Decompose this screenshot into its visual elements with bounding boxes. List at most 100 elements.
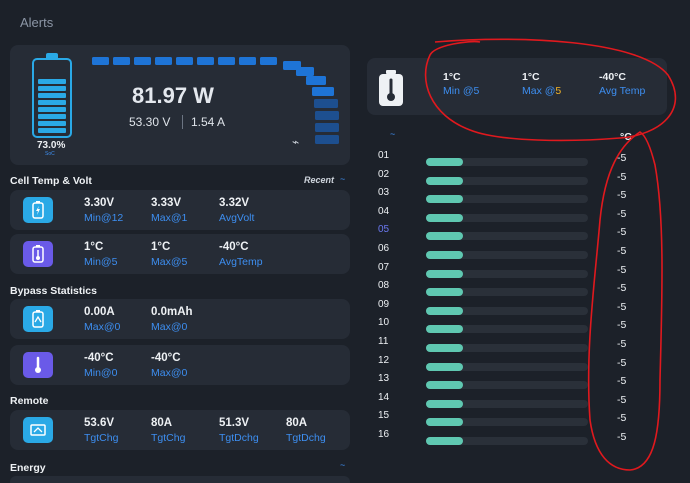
cell-bar-track: [426, 344, 588, 352]
cell-temp: -5: [617, 207, 627, 220]
cell-bar-track: [426, 306, 588, 315]
cell-temp-volt-heading: Cell Temp & Volt: [10, 175, 92, 187]
cell-temp: -5: [617, 356, 627, 369]
power-card: 73.0% SoC 81.97 W 53.30 V 1.54 A ⌁: [10, 45, 350, 165]
battery-icon: [32, 53, 72, 139]
plug-icon: ⌁: [292, 135, 300, 149]
cell-temp-row: 1°C Min@5 1°C Max@5 -40°C AvgTemp: [10, 234, 350, 274]
cell-bar-track: [426, 399, 588, 408]
battery-level-bar: [38, 114, 66, 119]
cell-temp: -5: [617, 170, 627, 183]
gauge-segment: [296, 67, 314, 76]
summary-max-label: Max @5: [522, 85, 562, 97]
bypass-row-2: -40°C Min@0 -40°C Max@0: [10, 345, 350, 385]
cell-bar-fill: [426, 306, 463, 315]
remote-amp-chg-value: 80A: [151, 417, 173, 429]
gauge-segment: [239, 57, 256, 65]
cell-temp: -5: [617, 300, 627, 313]
energy-card: [10, 476, 350, 483]
cell-bar-fill: [426, 325, 463, 334]
cell-number: 11: [378, 336, 389, 347]
remote-volt-dchg-value: 51.3V: [219, 417, 250, 429]
cell-bar-track: [426, 176, 588, 185]
power-gauge: [92, 57, 339, 144]
cell-temp: -5: [617, 263, 627, 276]
cell-bar-track: [426, 251, 588, 259]
battery-level-bar: [38, 86, 66, 91]
temp-min-label: Min@5: [84, 256, 118, 268]
gauge-segment: [306, 76, 326, 85]
cell-unit-header: °C: [620, 131, 632, 143]
battery-level-bar: [38, 93, 66, 98]
summary-avg-value: -40°C: [599, 71, 626, 83]
cell-bar-track: [426, 288, 588, 297]
volt-avg-label: AvgVolt: [219, 212, 255, 224]
thermometer-icon: [23, 352, 53, 378]
cell-temp: -5: [617, 245, 627, 257]
volt-min-label: Min@12: [84, 212, 124, 224]
cell-bar-fill: [426, 269, 463, 278]
cell-bar-track: [426, 213, 588, 222]
cell-bar-fill: [426, 288, 463, 297]
cell-temp: -5: [617, 152, 627, 164]
cell-bar-fill: [426, 213, 463, 222]
power-amps: 1.54 A: [191, 115, 226, 129]
gauge-segment: [134, 57, 151, 65]
gauge-segment: [113, 57, 130, 65]
power-volts: 53.30 V: [129, 115, 171, 129]
battery-thermometer-icon: [379, 70, 403, 106]
bypass-temp-max-label: Max@0: [151, 367, 188, 379]
volt-min-value: 3.30V: [84, 197, 115, 209]
bypass-charge-value: 0.0mAh: [151, 306, 193, 318]
cell-bar-fill: [426, 251, 463, 259]
bypass-temp-min-value: -40°C: [84, 352, 114, 364]
battery-level-bar: [38, 79, 66, 84]
power-watts: 81.97 W: [132, 83, 214, 108]
gauge-segment: [314, 99, 338, 108]
cell-temp: -5: [617, 189, 627, 202]
gauge-segment: [218, 57, 235, 65]
temp-avg-label: AvgTemp: [219, 256, 263, 268]
cell-bar-track: [426, 418, 588, 427]
battery-level-bar: [38, 128, 66, 133]
cell-bar-fill: [426, 158, 463, 166]
volt-avg-value: 3.32V: [219, 197, 250, 209]
cell-bar-fill: [426, 362, 463, 371]
cell-bar-track: [426, 325, 588, 334]
cell-number: 02: [378, 168, 390, 180]
temp-min-value: 1°C: [84, 241, 104, 253]
cell-number: 12: [378, 354, 390, 366]
cell-number: 15: [378, 410, 390, 422]
cell-bar-track: [426, 195, 588, 204]
bypass-row-1: 0.00A Max@0 0.0mAh Max@0: [10, 299, 350, 339]
gauge-segment: [315, 135, 339, 144]
page-title: Alerts: [20, 15, 54, 30]
cell-number: 01: [378, 150, 390, 161]
remote-row: 53.6V TgtChg 80A TgtChg 51.3V TgtDchg 80…: [10, 410, 350, 450]
cell-number: 08: [378, 280, 390, 292]
bypass-heading: Bypass Statistics: [10, 285, 97, 297]
recent-link[interactable]: Recent: [304, 175, 335, 185]
cell-bar-fill: [426, 344, 463, 352]
cell-bar-fill: [426, 232, 463, 241]
cell-number: 14: [378, 391, 390, 403]
remote-amp-dchg-label: TgtDchg: [286, 432, 326, 444]
cell-temp: -5: [617, 282, 627, 295]
summary-min-label: Min @5: [443, 85, 480, 97]
cell-bar-fill: [426, 381, 463, 390]
gauge-segment: [315, 111, 339, 120]
cell-temp: -5: [617, 431, 627, 443]
gauge-segment: [176, 57, 193, 65]
divider: [182, 115, 183, 129]
bypass-temp-max-value: -40°C: [151, 352, 181, 364]
temp-avg-value: -40°C: [219, 241, 249, 253]
remote-volt-chg-label: TgtChg: [84, 432, 119, 444]
gauge-segment: [260, 57, 277, 65]
temp-max-value: 1°C: [151, 241, 171, 253]
battery-level-bar: [38, 121, 66, 126]
pulse-icon: ~: [340, 174, 346, 184]
cell-temp: -5: [617, 226, 627, 239]
remote-volt-dchg-label: TgtDchg: [219, 432, 259, 444]
cell-bar-track: [426, 437, 588, 445]
remote-amp-chg-label: TgtChg: [151, 432, 186, 444]
